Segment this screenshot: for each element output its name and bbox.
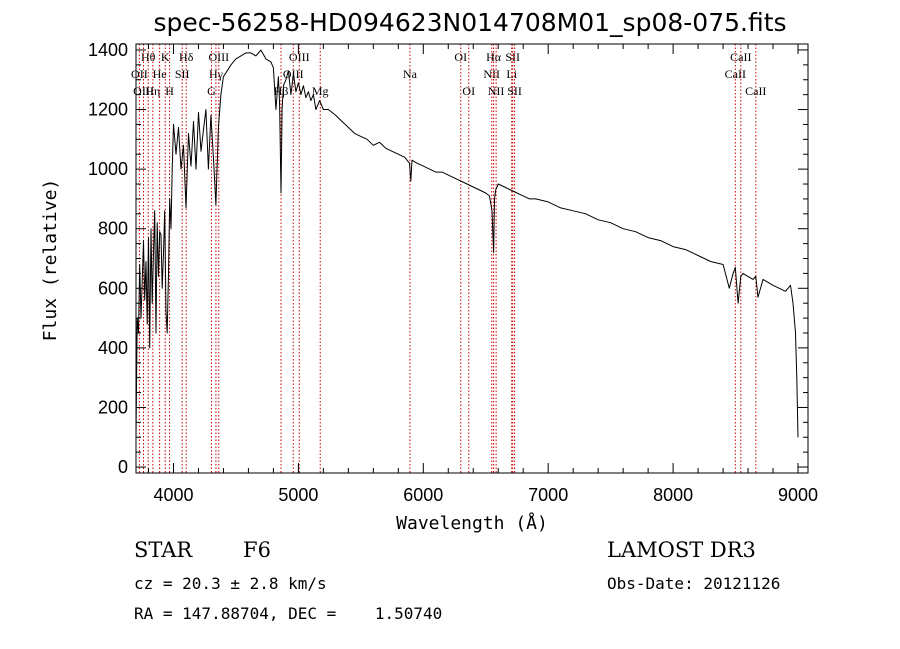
line-label: SII: [507, 84, 522, 98]
y-axis: 0 200 400 600 800 1000 1200 1400: [88, 40, 808, 477]
y-tick-label: 1000: [88, 159, 128, 179]
chart-title: spec-56258-HD094623N014708M01_sp08-075.f…: [153, 8, 786, 37]
y-tick-label: 0: [118, 457, 128, 477]
y-tick-label: 800: [98, 219, 128, 239]
line-label: Hα: [486, 50, 502, 64]
line-label: OI: [454, 50, 467, 64]
line-label: K: [161, 50, 170, 64]
line-label: OIII: [208, 50, 229, 64]
line-label: Mg: [312, 84, 329, 98]
coordinates: RA = 147.88704, DEC = 1.50740: [134, 604, 443, 623]
line-label: SII: [175, 67, 190, 81]
x-axis-label: Wavelength (Å): [396, 512, 548, 534]
line-label: CaII: [725, 67, 746, 81]
y-tick-label: 600: [98, 278, 128, 298]
survey-name: LAMOST DR3: [607, 538, 756, 562]
line-label: H: [165, 84, 174, 98]
line-label: NII: [488, 84, 505, 98]
line-label: OIII: [289, 50, 310, 64]
series-group: [135, 49, 799, 438]
y-tick-label: 400: [98, 338, 128, 358]
line-label: SII: [505, 50, 520, 64]
y-tick-label: 200: [98, 397, 128, 417]
line-markers: HθOIIOIIIHηHeKHSIIHδHγGOIIIHβOIIIOIIIMgN…: [131, 44, 766, 473]
line-label: Hη: [145, 84, 160, 98]
obs-date: Obs-Date: 20121126: [607, 574, 781, 593]
line-label: Na: [403, 67, 418, 81]
spectrum-line: [135, 49, 799, 438]
y-axis-label: Flux (relative): [40, 179, 61, 342]
y-tick-label: 1200: [88, 100, 128, 120]
subclass: F6: [243, 538, 271, 562]
plot-frame: [135, 43, 809, 474]
line-label: OI: [462, 84, 475, 98]
line-label: Li: [506, 67, 517, 81]
line-label: G: [207, 84, 216, 98]
line-label: He: [153, 67, 167, 81]
line-label: Hγ: [209, 67, 224, 81]
x-tick-label: 4000: [153, 485, 193, 505]
line-label: Hδ: [179, 50, 194, 64]
line-label: CaII: [745, 84, 766, 98]
x-tick-label: 9000: [778, 485, 818, 505]
redshift-cz: cz = 20.3 ± 2.8 km/s: [134, 574, 327, 593]
x-tick-label: 5000: [278, 485, 318, 505]
line-label: OII: [131, 67, 148, 81]
line-label: Hβ: [274, 84, 289, 98]
object-class: STAR: [134, 538, 193, 562]
x-tick-label: 7000: [528, 485, 568, 505]
line-label: Hθ: [141, 50, 156, 64]
line-label: CaII: [730, 50, 751, 64]
x-tick-label: 8000: [653, 485, 693, 505]
y-tick-label: 1400: [88, 40, 128, 60]
x-tick-label: 6000: [403, 485, 443, 505]
line-label: NII: [483, 67, 500, 81]
x-axis: 4000 5000 6000 7000 8000 9000: [147, 44, 818, 505]
